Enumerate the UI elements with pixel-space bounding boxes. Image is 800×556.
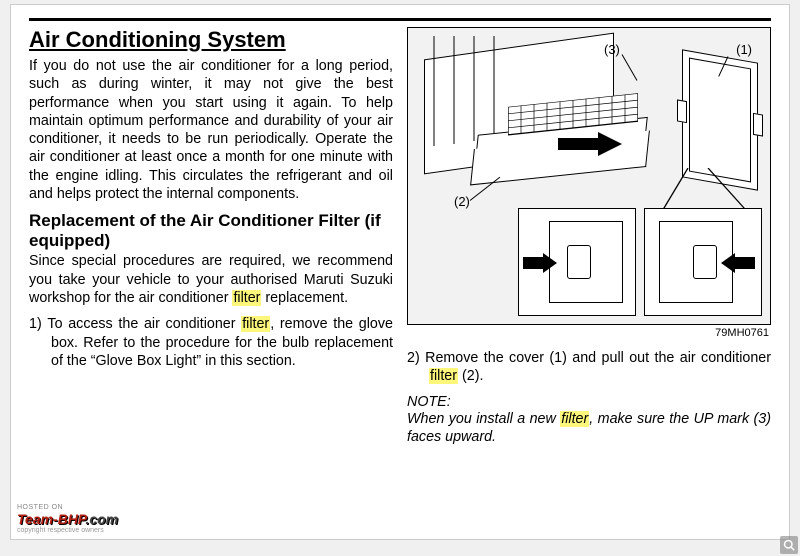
- highlighted-term: filter: [232, 290, 261, 306]
- document-page: Air Conditioning System If you do not us…: [10, 4, 790, 540]
- text-run: replacement.: [261, 290, 348, 306]
- intro-paragraph: If you do not use the air conditioner fo…: [29, 57, 393, 203]
- inset-row: [408, 208, 770, 316]
- content-columns: Air Conditioning System If you do not us…: [11, 21, 789, 446]
- highlighted-term: filter: [429, 368, 458, 384]
- step-1: 1) To access the air conditioner filter,…: [29, 315, 393, 370]
- highlighted-term: filter: [241, 316, 270, 332]
- callout-1: (1): [736, 42, 752, 57]
- note-label: NOTE:: [407, 394, 771, 410]
- right-column: (3) (1) (2): [407, 27, 771, 446]
- push-arrow-icon: [523, 253, 559, 275]
- note-body: When you install a new filter, make sure…: [407, 410, 771, 447]
- watermark-copyright: copyright respective owners: [17, 527, 118, 535]
- section-heading: Air Conditioning System: [29, 27, 393, 53]
- step-number: 2): [407, 350, 420, 366]
- highlighted-term: filter: [560, 411, 589, 427]
- figure-id: 79MH0761: [407, 327, 771, 339]
- push-arrow-icon: [721, 253, 757, 275]
- figure-illustration: (3) (1) (2): [407, 27, 771, 325]
- step-2: 2) Remove the cover (1) and pull out the…: [407, 349, 771, 386]
- brand-tld: .com: [85, 511, 118, 527]
- leader-line: [622, 54, 638, 80]
- inset-right: [644, 208, 762, 316]
- step-number: 1): [29, 316, 42, 332]
- text-run: (2).: [458, 368, 483, 384]
- left-column: Air Conditioning System If you do not us…: [29, 27, 393, 446]
- subsection-heading: Replacement of the Air Conditioner Filte…: [29, 211, 393, 250]
- replacement-paragraph: Since special procedures are required, w…: [29, 252, 393, 307]
- magnify-icon: [783, 539, 795, 551]
- callout-3: (3): [604, 42, 620, 57]
- brand-name: Team-BHP: [17, 511, 85, 527]
- text-run: To access the air conditioner: [47, 316, 241, 332]
- watermark: HOSTED ON Team-BHP.com copyright respect…: [17, 504, 118, 535]
- text-run: Remove the cover (1) and pull out the ai…: [425, 350, 771, 366]
- callout-2: (2): [454, 194, 470, 209]
- expand-button[interactable]: [780, 536, 798, 554]
- text-run: When you install a new: [407, 411, 560, 427]
- pull-arrow-icon: [558, 132, 624, 158]
- inset-left: [518, 208, 636, 316]
- watermark-brand: Team-BHP.com: [17, 512, 118, 527]
